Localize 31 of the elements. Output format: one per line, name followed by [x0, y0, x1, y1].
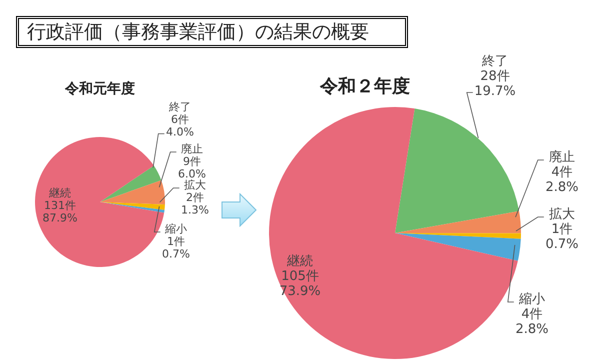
slice-label: 継続 — [286, 254, 313, 269]
data-label: 4件 2.8% — [545, 164, 579, 195]
data-label: 1件 0.7% — [162, 235, 190, 261]
text: 令和２年度 — [319, 76, 410, 97]
chart-title: 行政評価（事務事業評価）の結果の概要 — [16, 16, 408, 48]
pie-slice — [35, 137, 164, 267]
pie-slice — [100, 180, 165, 205]
slice-label: 廃止 — [181, 142, 203, 156]
pie-slice — [395, 233, 521, 261]
data-label: 2件 1.3% — [181, 191, 209, 217]
data-label: 28件 19.7% — [474, 68, 516, 99]
slice-label: 縮小 — [164, 222, 187, 236]
data-label: 4件 2.8% — [515, 306, 549, 337]
pie-slice — [100, 202, 165, 210]
slice-label: 拡大 — [549, 206, 575, 222]
pie-slice — [395, 108, 520, 233]
slice-label: 終了 — [481, 54, 508, 69]
slice-label: 廃止 — [549, 150, 575, 165]
data-label: 1件 0.7% — [545, 222, 579, 252]
pie-slice — [100, 202, 165, 213]
pie-slice — [100, 166, 162, 202]
data-label: 6件 4.0% — [166, 113, 194, 139]
chart-subtitle: 令和元年度 — [64, 80, 135, 97]
pie-slice — [269, 107, 518, 359]
slice-label: 継続 — [48, 186, 71, 200]
slice-label: 終了 — [168, 100, 191, 114]
data-label: 131件 87.9% — [42, 199, 78, 225]
pie-slice — [395, 211, 521, 234]
slice-label: 縮小 — [518, 292, 545, 307]
slice-label: 拡大 — [184, 178, 206, 192]
data-label: 9件 6.0% — [178, 155, 206, 181]
